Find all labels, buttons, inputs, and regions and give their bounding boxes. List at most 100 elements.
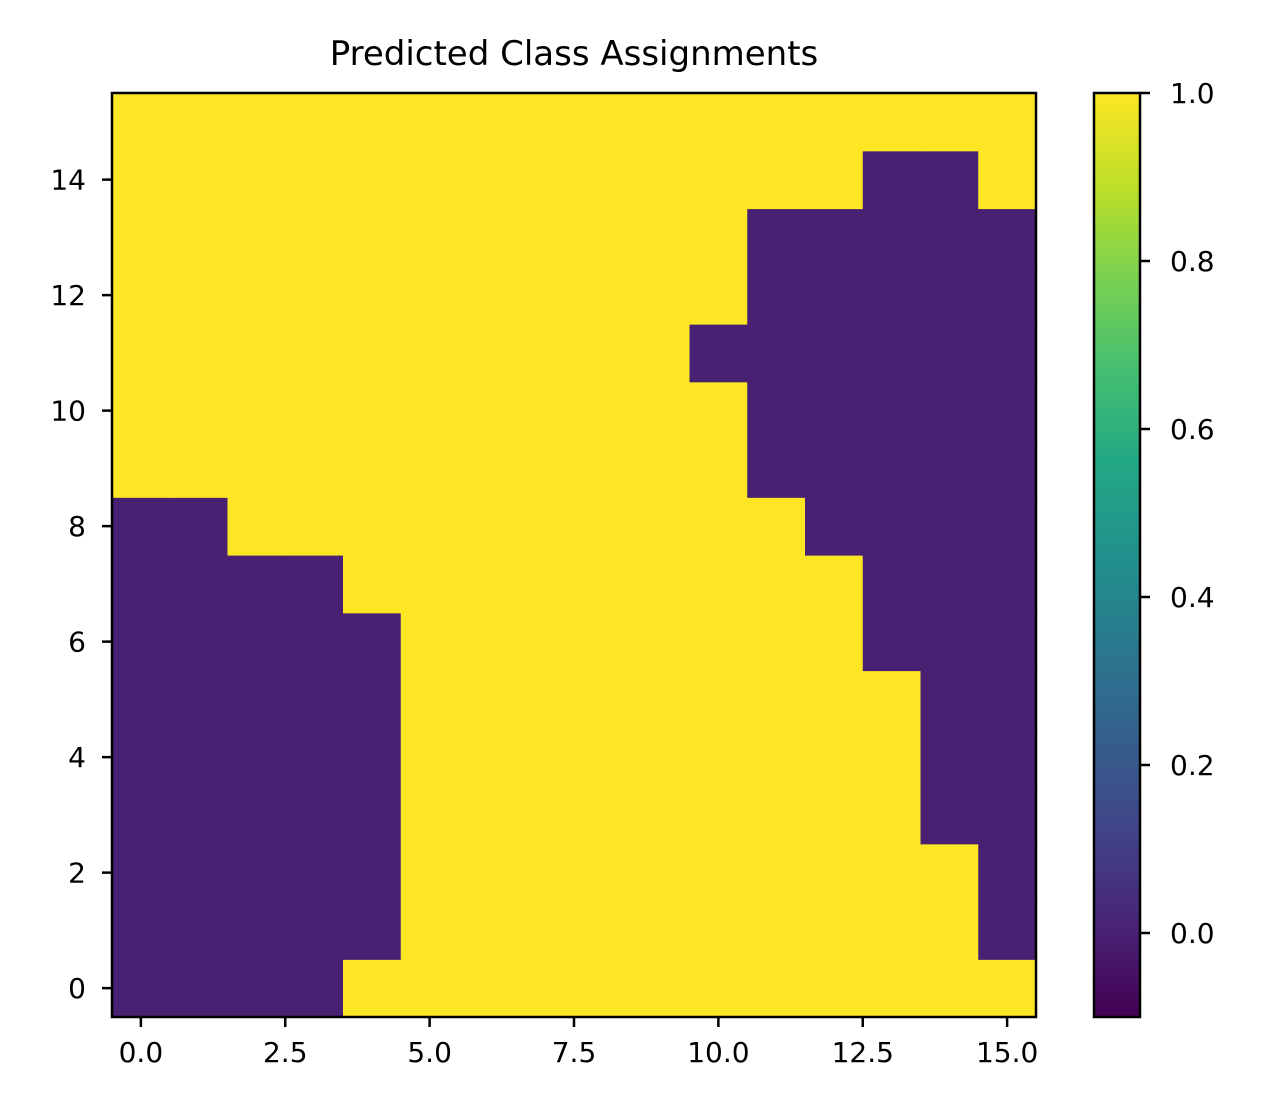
heatmap-cell <box>747 612 806 672</box>
heatmap-cell <box>574 901 633 960</box>
heatmap-cell <box>112 786 171 845</box>
heatmap-cell <box>574 497 633 556</box>
heatmap-cell <box>747 208 806 267</box>
heatmap-cell <box>227 324 286 383</box>
heatmap-cell <box>862 208 922 267</box>
heatmap-cell <box>458 670 517 729</box>
heatmap-cell <box>631 555 691 614</box>
heatmap-cell <box>516 670 575 729</box>
heatmap-cell <box>169 901 229 960</box>
heatmap-cell <box>747 670 806 729</box>
heatmap-cell <box>631 670 691 729</box>
heatmap-cell <box>862 901 922 960</box>
heatmap-cell <box>227 959 286 1018</box>
y-tick-label: 4 <box>68 741 86 774</box>
heatmap-cell <box>805 324 864 383</box>
heatmap-cell <box>978 497 1037 556</box>
heatmap-cell <box>458 843 517 903</box>
heatmap-cell <box>285 150 344 210</box>
heatmap-cell <box>516 728 575 787</box>
heatmap-cell <box>805 670 864 729</box>
heatmap-cell <box>458 381 517 441</box>
heatmap-cell <box>400 324 460 383</box>
heatmap-cell <box>516 843 575 903</box>
heatmap-cell <box>747 381 806 441</box>
heatmap-cell <box>285 324 344 383</box>
heatmap-cell <box>574 381 633 441</box>
heatmap-cell <box>285 439 344 498</box>
heatmap-cell <box>805 728 864 787</box>
heatmap-cell <box>574 555 633 614</box>
heatmap-cell <box>516 324 575 383</box>
heatmap-cell <box>285 381 344 441</box>
heatmap-cell <box>747 497 806 556</box>
heatmap-cell <box>631 381 691 441</box>
heatmap-cell <box>112 324 171 383</box>
y-axis: 0 2 4 6 8 10 12 14 <box>50 164 112 1005</box>
heatmap-cell <box>227 439 286 498</box>
heatmap-cell <box>978 266 1037 325</box>
heatmap-cell <box>285 670 344 729</box>
heatmap-cell <box>574 670 633 729</box>
heatmap-cell <box>400 266 460 325</box>
heatmap-cell <box>631 93 691 152</box>
heatmap-cell <box>805 150 864 210</box>
heatmap-cell <box>862 266 922 325</box>
heatmap-cell <box>920 555 979 614</box>
heatmap-cell <box>920 324 979 383</box>
heatmap-cell <box>862 843 922 903</box>
heatmap-cell <box>920 439 979 498</box>
heatmap-cell <box>747 266 806 325</box>
heatmap-cell <box>631 208 691 267</box>
heatmap-cell <box>920 728 979 787</box>
heatmap-cell <box>458 208 517 267</box>
heatmap-cell <box>343 786 402 845</box>
heatmap-cell <box>805 381 864 441</box>
heatmap-cell <box>574 93 633 152</box>
x-tick-label: 15.0 <box>976 1036 1038 1069</box>
heatmap-cell <box>112 901 171 960</box>
heatmap-cell <box>458 266 517 325</box>
heatmap-cell <box>285 786 344 845</box>
heatmap-cell <box>516 612 575 672</box>
heatmap-cell <box>805 439 864 498</box>
heatmap-cell <box>631 324 691 383</box>
heatmap-cell <box>343 93 402 152</box>
heatmap-cell <box>112 497 171 556</box>
heatmap-cell <box>227 497 286 556</box>
heatmap-cell <box>112 843 171 903</box>
heatmap-cell <box>400 381 460 441</box>
heatmap-cell <box>400 959 460 1018</box>
x-tick-label: 2.5 <box>263 1036 308 1069</box>
heatmap-cell <box>400 208 460 267</box>
heatmap-cell <box>920 150 979 210</box>
heatmap-cell <box>805 555 864 614</box>
x-tick-label: 0.0 <box>119 1036 164 1069</box>
heatmap-cell <box>343 728 402 787</box>
heatmap-cell <box>631 901 691 960</box>
heatmap-cell <box>169 381 229 441</box>
heatmap-cell <box>343 381 402 441</box>
heatmap-cell <box>400 439 460 498</box>
heatmap-cell <box>862 497 922 556</box>
heatmap-cell <box>805 786 864 845</box>
heatmap-cell <box>574 843 633 903</box>
heatmap-cell <box>978 670 1037 729</box>
heatmap-cell <box>631 786 691 845</box>
heatmap-cell <box>574 959 633 1018</box>
heatmap-cell <box>285 612 344 672</box>
heatmap-cell <box>112 612 171 672</box>
colorbar-tick-label: 0.4 <box>1170 581 1215 614</box>
heatmap-cell <box>343 208 402 267</box>
heatmap-cell <box>574 208 633 267</box>
heatmap-cell <box>689 901 748 960</box>
heatmap-cell <box>805 208 864 267</box>
x-tick-label: 5.0 <box>407 1036 452 1069</box>
heatmap-cell <box>805 901 864 960</box>
heatmap-cell <box>112 439 171 498</box>
heatmap-cell <box>458 497 517 556</box>
y-tick-label: 0 <box>68 972 86 1005</box>
heatmap-cell <box>400 93 460 152</box>
heatmap-cell <box>574 266 633 325</box>
heatmap-cell <box>169 959 229 1018</box>
